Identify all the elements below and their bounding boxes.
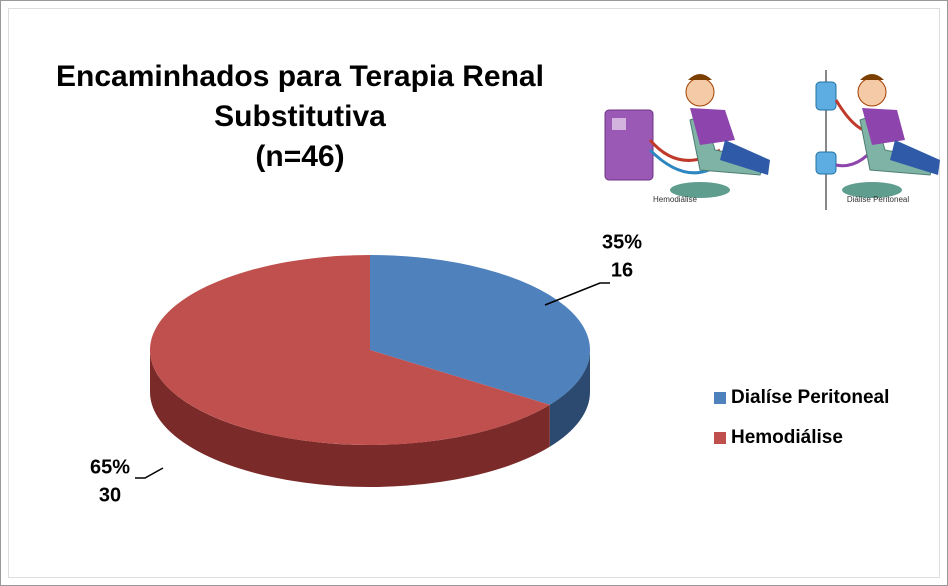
chart-subtitle: (n=46)	[255, 140, 344, 173]
illustration-caption: Diálise Peritoneal	[847, 195, 909, 204]
illustration-caption: Hemodiálise	[653, 195, 698, 204]
chart-title: Substitutiva	[214, 100, 386, 133]
value-label: 16	[611, 259, 633, 281]
legend-swatch	[714, 432, 726, 444]
legend-swatch	[714, 392, 726, 404]
chart-title: Encaminhados para Terapia Renal	[56, 60, 544, 93]
percent-label: 35%	[602, 231, 642, 253]
chart: Encaminhados para Terapia Renal Substitu…	[0, 0, 948, 586]
legend-label: Hemodiálise	[731, 427, 843, 448]
percent-label: 65%	[90, 456, 130, 478]
legend-label: Dialíse Peritoneal	[731, 387, 889, 408]
value-label: 30	[99, 484, 121, 506]
